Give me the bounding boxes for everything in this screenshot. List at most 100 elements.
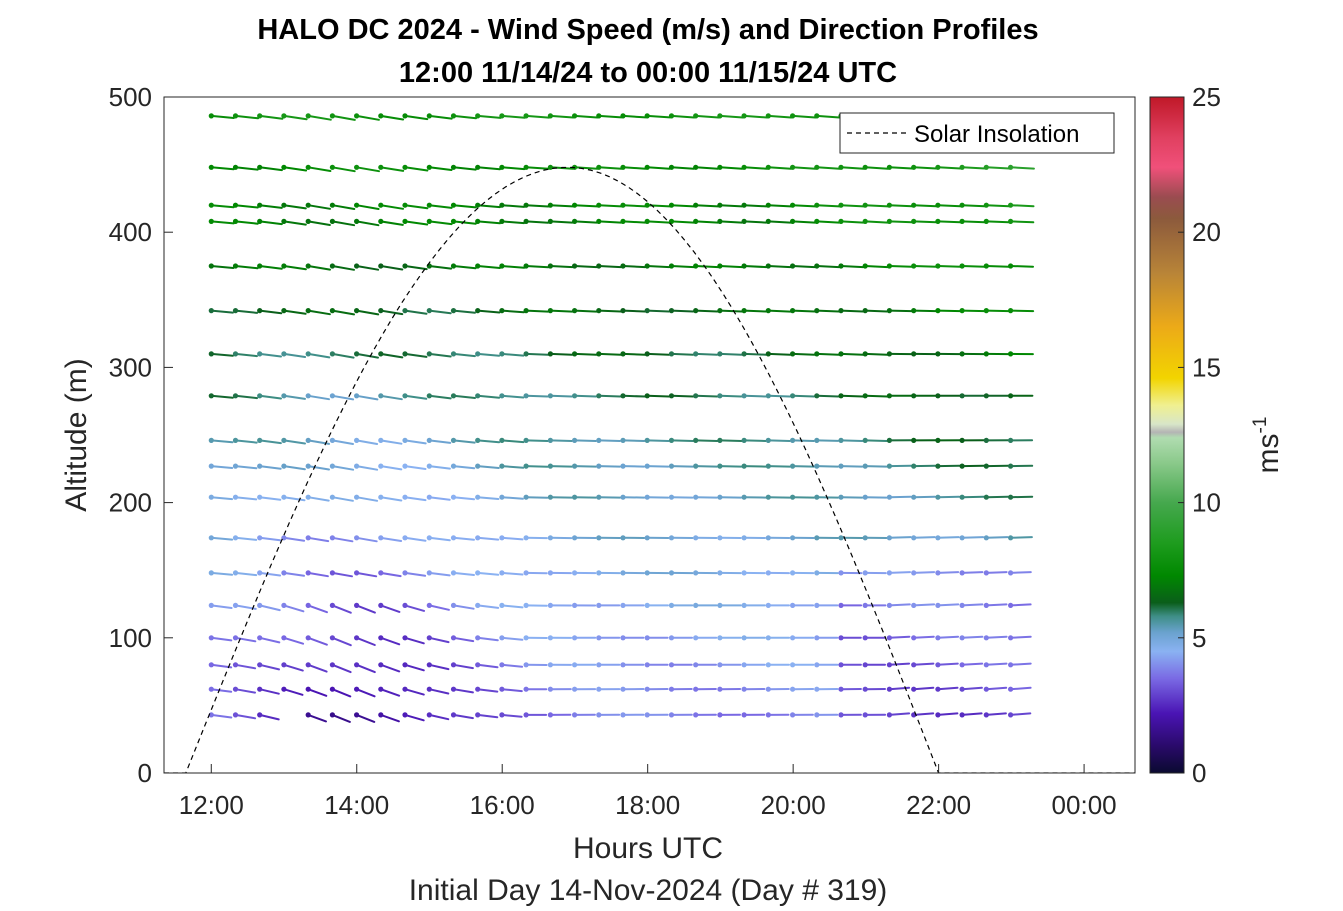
wind-barb-shaft bbox=[258, 465, 282, 470]
wind-barb bbox=[983, 263, 1010, 269]
wind-barb-shaft bbox=[379, 166, 405, 172]
wind-barb-dot bbox=[741, 635, 747, 641]
wind-barb bbox=[668, 113, 696, 119]
wind-barb-shaft bbox=[234, 465, 258, 470]
wind-barb-shaft bbox=[549, 204, 574, 208]
wind-barb bbox=[232, 218, 259, 225]
wind-barb-dot bbox=[499, 393, 505, 399]
wind-barb bbox=[547, 202, 574, 208]
wind-barb-dot bbox=[305, 494, 311, 500]
wind-barb-dot bbox=[886, 393, 893, 399]
wind-barb-shaft bbox=[307, 571, 329, 578]
wind-barb bbox=[354, 494, 379, 502]
wind-barb bbox=[741, 662, 766, 668]
wind-barb bbox=[790, 494, 815, 500]
wind-barb-dot bbox=[596, 494, 602, 500]
wind-barb-dot bbox=[257, 263, 263, 269]
wind-barb-dot bbox=[741, 712, 747, 718]
wind-barb-dot bbox=[523, 263, 529, 269]
wind-barb bbox=[572, 308, 598, 314]
wind-barb-dot bbox=[305, 635, 311, 641]
wind-barb-dot bbox=[208, 662, 214, 668]
wind-barb bbox=[983, 437, 1009, 443]
wind-barb-dot bbox=[475, 202, 481, 208]
wind-barb bbox=[257, 463, 282, 470]
wind-barb-dot bbox=[1008, 570, 1014, 576]
wind-barb-shaft bbox=[355, 166, 380, 173]
wind-barb-shaft bbox=[331, 571, 353, 578]
wind-barb-dot bbox=[668, 635, 675, 641]
wind-barb bbox=[886, 393, 913, 399]
wind-barb bbox=[935, 602, 960, 609]
wind-barb-shaft bbox=[210, 166, 235, 171]
wind-barb-dot bbox=[693, 393, 699, 399]
wind-barb bbox=[475, 218, 501, 225]
wind-barb-shaft bbox=[985, 712, 1007, 716]
wind-barb-dot bbox=[620, 393, 626, 399]
wind-barb bbox=[232, 164, 259, 171]
wind-barb-dot bbox=[668, 202, 675, 208]
wind-barb bbox=[232, 351, 258, 358]
wind-barb-dot bbox=[814, 570, 820, 576]
wind-barb-shaft bbox=[307, 352, 331, 359]
wind-barb-shaft bbox=[525, 439, 549, 442]
wind-barb-shaft bbox=[573, 309, 598, 313]
wind-barb-shaft bbox=[331, 220, 356, 227]
wind-barb bbox=[208, 393, 234, 399]
wind-barb-dot bbox=[475, 113, 481, 119]
wind-barb bbox=[547, 463, 573, 469]
wind-barb-shaft bbox=[452, 114, 478, 120]
wind-barb-dot bbox=[596, 437, 602, 443]
wind-barb-dot bbox=[790, 218, 796, 224]
wind-barb-shaft bbox=[549, 465, 573, 468]
wind-barb bbox=[329, 494, 354, 502]
wind-barb-dot bbox=[547, 712, 554, 718]
wind-barb-dot bbox=[959, 393, 965, 399]
wind-barb-shaft bbox=[428, 604, 450, 611]
wind-barb-shaft bbox=[452, 220, 477, 225]
wind-barb bbox=[402, 308, 428, 315]
wind-barb-dot bbox=[959, 351, 965, 357]
wind-barb-shaft bbox=[210, 265, 235, 269]
wind-barb-dot bbox=[499, 113, 505, 119]
wind-barb-dot bbox=[475, 218, 481, 224]
wind-barb bbox=[450, 218, 477, 225]
wind-barb-dot bbox=[402, 635, 408, 641]
wind-barb bbox=[475, 686, 499, 693]
wind-barb-dot bbox=[572, 570, 578, 576]
wind-barb bbox=[983, 686, 1008, 692]
wind-barb bbox=[378, 570, 402, 578]
wind-barb-dot bbox=[741, 218, 747, 224]
wind-barb-dot bbox=[402, 202, 408, 208]
wind-barb bbox=[935, 308, 962, 314]
wind-barb-dot bbox=[572, 686, 578, 692]
wind-barb-shaft bbox=[404, 536, 427, 542]
wind-barb bbox=[983, 635, 1008, 641]
wind-barb-dot bbox=[983, 164, 989, 170]
wind-barb-dot bbox=[450, 686, 457, 692]
y-tick-label: 300 bbox=[109, 352, 152, 382]
wind-barb-dot bbox=[1008, 686, 1014, 692]
wind-barb bbox=[596, 686, 621, 692]
wind-barb bbox=[572, 662, 597, 668]
wind-barb-dot bbox=[305, 437, 311, 443]
wind-barb bbox=[402, 570, 427, 577]
wind-barb-dot bbox=[208, 351, 214, 357]
wind-barb-dot bbox=[668, 712, 675, 718]
wind-barb bbox=[475, 570, 500, 576]
wind-barb-shaft bbox=[307, 114, 332, 121]
wind-barb-dot bbox=[572, 437, 578, 443]
wind-barb-dot bbox=[668, 602, 675, 609]
wind-barb-dot bbox=[402, 535, 408, 541]
wind-barb-shaft bbox=[767, 265, 792, 269]
wind-barb-shaft bbox=[500, 265, 526, 269]
wind-barb-shaft bbox=[428, 439, 452, 444]
wind-barb bbox=[741, 686, 766, 692]
wind-barb-dot bbox=[208, 263, 214, 269]
wind-barb-shaft bbox=[379, 536, 403, 542]
wind-barb-shaft bbox=[985, 309, 1010, 313]
wind-barb-dot bbox=[378, 635, 384, 641]
wind-barb bbox=[717, 686, 742, 692]
wind-barb-dot bbox=[426, 393, 432, 399]
wind-barb-shaft bbox=[234, 220, 259, 225]
